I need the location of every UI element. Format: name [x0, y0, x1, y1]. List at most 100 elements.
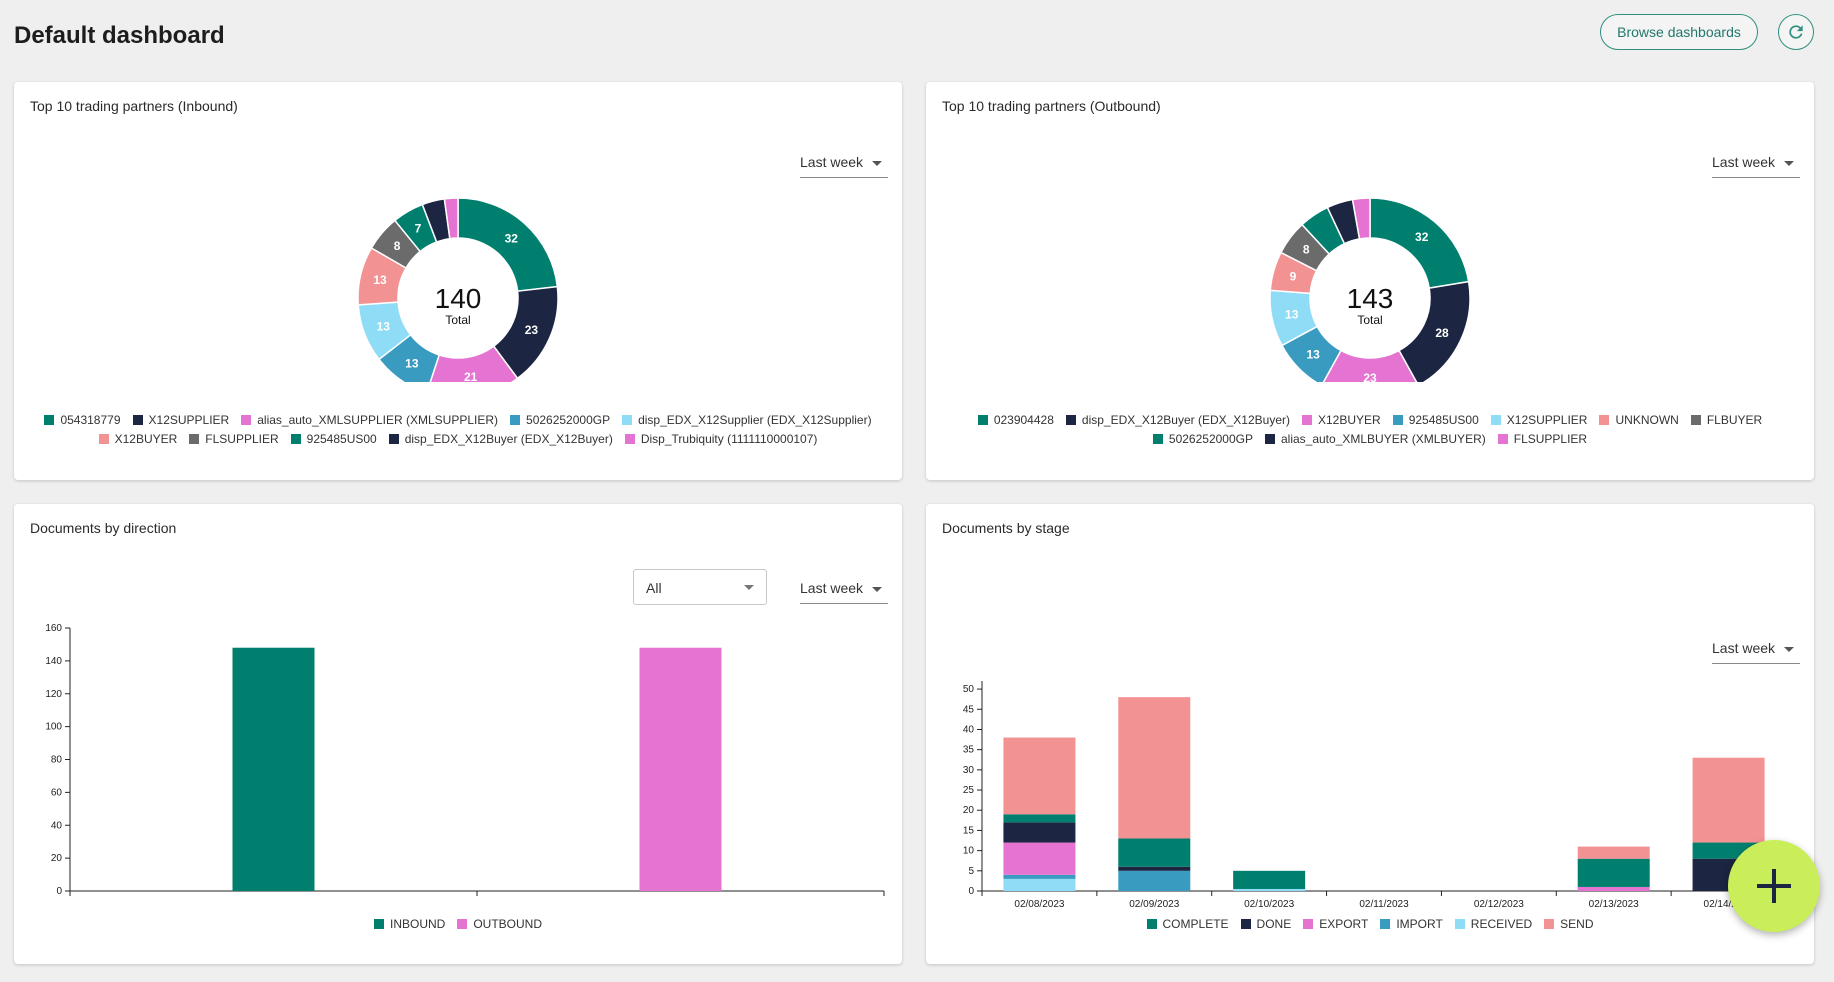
bar-segment-send[interactable]	[1003, 737, 1076, 815]
period-select-value: Last week	[800, 580, 864, 596]
legend-label: OUTBOUND	[473, 917, 542, 931]
bar-segment-export[interactable]	[1577, 886, 1650, 891]
donut-slice[interactable]	[427, 345, 519, 382]
legend-item[interactable]: IMPORT	[1380, 915, 1443, 934]
legend-item[interactable]: 5026252000GP	[510, 411, 610, 430]
add-widget-button[interactable]	[1728, 840, 1820, 932]
inbound-donut-chart: 32 23 21 13 13 13 87 140 Total	[357, 197, 559, 382]
legend-item[interactable]: SEND	[1544, 915, 1593, 934]
legend-label: alias_auto_XMLBUYER (XMLBUYER)	[1280, 432, 1486, 446]
legend-item[interactable]: UNKNOWN	[1599, 411, 1679, 430]
legend-swatch	[44, 415, 55, 425]
legend-item[interactable]: disp_EDX_X12Supplier (EDX_X12Supplier)	[622, 411, 872, 430]
donut-slice[interactable]	[1322, 349, 1419, 382]
bar-outbound[interactable]	[639, 647, 722, 891]
legend-label: COMPLETE	[1162, 917, 1229, 931]
x-tick-label: 02/08/2023	[1014, 899, 1064, 910]
legend-swatch	[1497, 434, 1508, 444]
slice-value-label: 23	[525, 323, 539, 337]
outbound-partners-card: Top 10 trading partners (Outbound) Last …	[926, 82, 1814, 480]
y-tick-label: 20	[963, 805, 975, 816]
y-tick-label: 60	[51, 787, 63, 798]
bar-segment-export[interactable]	[1003, 842, 1076, 875]
legend-swatch	[388, 434, 399, 444]
legend-item[interactable]: RECEIVED	[1454, 915, 1533, 934]
refresh-button[interactable]	[1778, 14, 1814, 50]
legend-swatch	[510, 415, 521, 425]
legend-item[interactable]: Disp_Trubiquity (1111110000107)	[624, 430, 817, 449]
bar-segment-received[interactable]	[1003, 878, 1076, 891]
legend-swatch	[1392, 415, 1403, 425]
bar-segment-received[interactable]	[1233, 888, 1306, 891]
slice-value-label: 21	[464, 370, 478, 382]
legend-item[interactable]: disp_EDX_X12Buyer (EDX_X12Buyer)	[388, 430, 613, 449]
legend-label: UNKNOWN	[1615, 413, 1679, 427]
slice-value-label: 32	[505, 231, 519, 245]
stage-bar-chart: 0 5 10 15 20 25 30 35 40 45 50 02/08/2023 02/09/2023…	[963, 681, 1787, 910]
legend-swatch	[1264, 434, 1275, 444]
bar-segment-import[interactable]	[1003, 874, 1076, 879]
bar-segment-send[interactable]	[1118, 697, 1191, 839]
legend-item[interactable]: X12SUPPLIER	[132, 411, 230, 430]
legend-item[interactable]: FLSUPPLIER	[189, 430, 279, 449]
bar-inbound[interactable]	[232, 647, 315, 891]
y-tick-label: 120	[45, 689, 62, 700]
period-select[interactable]: Last week	[1712, 150, 1800, 178]
legend-item[interactable]: DONE	[1240, 915, 1292, 934]
period-select[interactable]: Last week	[800, 576, 888, 604]
y-tick-label: 160	[45, 623, 62, 634]
legend-swatch	[457, 919, 468, 929]
donut-slice[interactable]	[443, 197, 459, 240]
legend-item[interactable]: 925485US00	[1392, 411, 1479, 430]
caret-down-icon	[872, 161, 882, 166]
bar-segment-send[interactable]	[1577, 846, 1650, 859]
bar-segment-import[interactable]	[1118, 870, 1191, 891]
period-select[interactable]: Last week	[800, 150, 888, 178]
legend-item[interactable]: FLBUYER	[1690, 411, 1762, 430]
legend-item[interactable]: 023904428	[977, 411, 1054, 430]
bar-segment-complete[interactable]	[1233, 870, 1306, 889]
donut-total: 140	[435, 283, 482, 314]
legend-item[interactable]: X12BUYER	[1302, 411, 1381, 430]
legend-label: disp_EDX_X12Buyer (EDX_X12Buyer)	[404, 432, 613, 446]
slice-value-label: 9	[1290, 269, 1297, 283]
legend-item[interactable]: alias_auto_XMLSUPPLIER (XMLSUPPLIER)	[241, 411, 498, 430]
legend-item[interactable]: X12BUYER	[98, 430, 177, 449]
legend-swatch	[132, 415, 143, 425]
legend-label: RECEIVED	[1470, 917, 1533, 931]
legend-item[interactable]: disp_EDX_X12Buyer (EDX_X12Buyer)	[1065, 411, 1290, 430]
legend-item[interactable]: alias_auto_XMLBUYER (XMLBUYER)	[1264, 430, 1486, 449]
legend-label: DONE	[1256, 917, 1292, 931]
bar-segment-send[interactable]	[1692, 757, 1765, 843]
bar-segment-complete[interactable]	[1577, 858, 1650, 887]
x-tick-label: 02/09/2023	[1129, 899, 1179, 910]
inbound-partners-card: Top 10 trading partners (Inbound) Last w…	[14, 82, 902, 480]
legend-item[interactable]: INBOUND	[373, 915, 445, 934]
legend-item[interactable]: FLSUPPLIER	[1497, 430, 1588, 449]
x-tick-label: 02/13/2023	[1589, 899, 1639, 910]
y-tick-label: 25	[963, 785, 975, 796]
legend-label: FLSUPPLIER	[1513, 432, 1588, 446]
legend-label: 054318779	[60, 413, 121, 427]
period-select[interactable]: Last week	[1712, 636, 1800, 664]
direction-filter-select[interactable]: All	[633, 569, 767, 605]
legend-item[interactable]: 925485US00	[290, 430, 377, 449]
bar-segment-done[interactable]	[1003, 822, 1076, 843]
bar-segment-complete[interactable]	[1118, 838, 1191, 867]
y-tick-label: 35	[963, 745, 975, 756]
legend-item[interactable]: OUTBOUND	[457, 915, 542, 934]
legend-item[interactable]: 5026252000GP	[1152, 430, 1253, 449]
legend-label: X12SUPPLIER	[148, 413, 230, 427]
donut-slice[interactable]	[1398, 280, 1471, 382]
legend-item[interactable]: COMPLETE	[1146, 915, 1229, 934]
bar-segment-complete[interactable]	[1003, 814, 1076, 823]
donut-slice[interactable]	[1351, 197, 1371, 240]
slice-value-label: 28	[1435, 326, 1449, 340]
legend-item[interactable]: 054318779	[44, 411, 121, 430]
browse-dashboards-button[interactable]: Browse dashboards	[1600, 14, 1758, 50]
legend-item[interactable]: X12SUPPLIER	[1490, 411, 1587, 430]
legend-item[interactable]: EXPORT	[1303, 915, 1368, 934]
bar-segment-done[interactable]	[1118, 866, 1191, 871]
x-tick-label: 02/12/2023	[1474, 899, 1524, 910]
caret-down-icon	[872, 587, 882, 592]
